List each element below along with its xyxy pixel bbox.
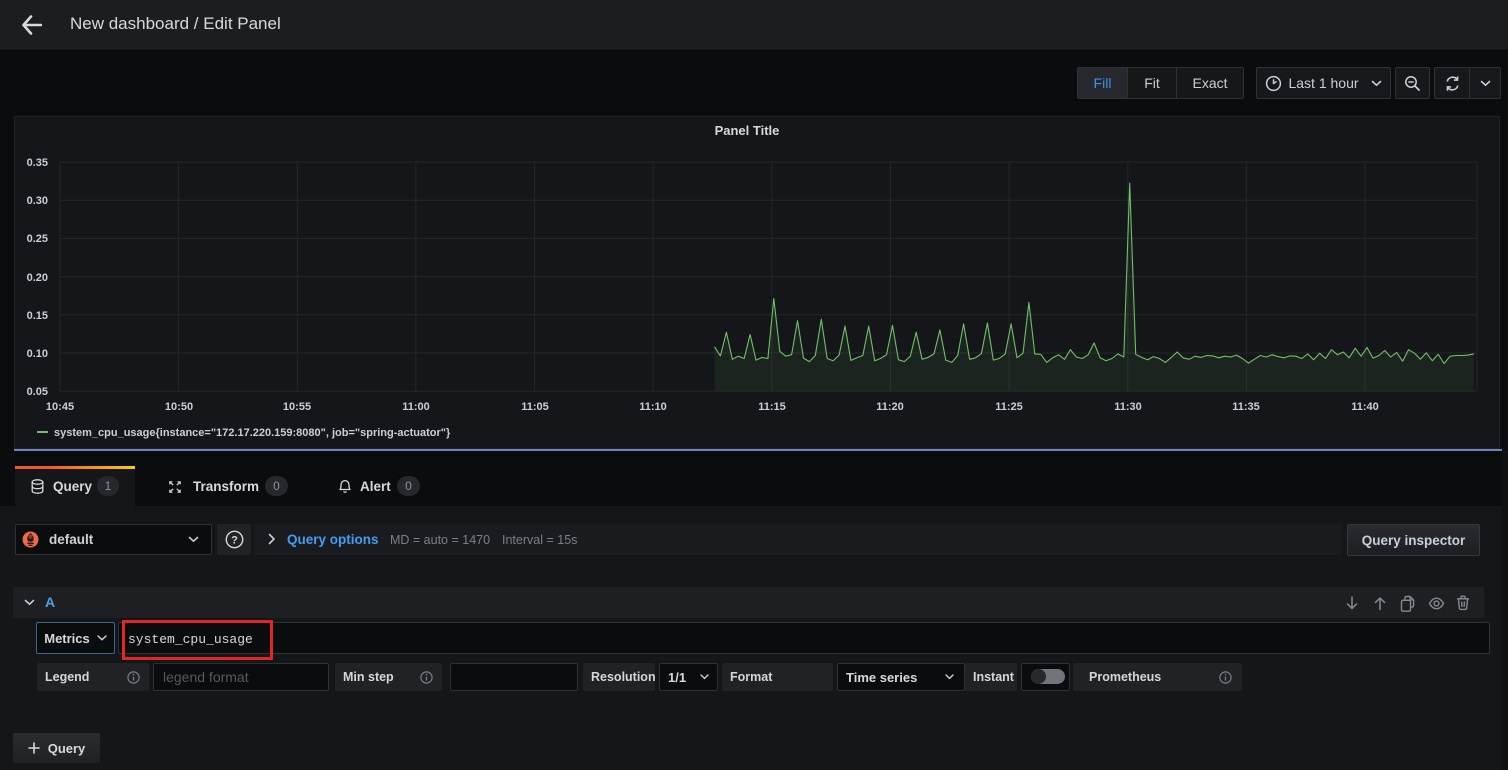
- svg-text:11:30: 11:30: [1114, 401, 1142, 413]
- svg-text:0.15: 0.15: [27, 310, 48, 322]
- svg-text:11:15: 11:15: [758, 401, 786, 413]
- svg-text:0.30: 0.30: [27, 195, 48, 207]
- svg-text:0.25: 0.25: [27, 233, 48, 245]
- svg-text:0.05: 0.05: [27, 386, 48, 398]
- svg-text:?: ?: [231, 535, 238, 547]
- svg-text:10:45: 10:45: [46, 401, 74, 413]
- svg-text:0.35: 0.35: [27, 157, 48, 169]
- svg-text:0.10: 0.10: [27, 348, 48, 360]
- svg-text:11:00: 11:00: [402, 401, 430, 413]
- svg-text:10:50: 10:50: [165, 401, 193, 413]
- svg-text:system_cpu_usage{instance="172: system_cpu_usage{instance="172.17.220.15…: [54, 427, 451, 439]
- svg-text:0.20: 0.20: [27, 272, 48, 284]
- svg-text:11:25: 11:25: [995, 401, 1023, 413]
- svg-text:11:05: 11:05: [521, 401, 549, 413]
- svg-text:10:55: 10:55: [283, 401, 311, 413]
- svg-text:11:10: 11:10: [639, 401, 667, 413]
- svg-text:11:35: 11:35: [1232, 401, 1260, 413]
- svg-text:11:40: 11:40: [1351, 401, 1379, 413]
- svg-text:11:20: 11:20: [876, 401, 904, 413]
